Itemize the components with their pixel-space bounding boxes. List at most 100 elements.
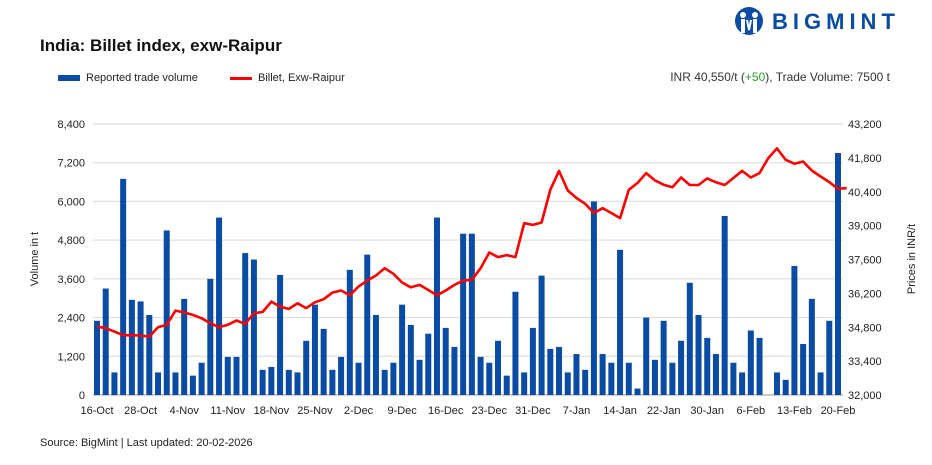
volume-bar (146, 314, 153, 395)
volume-bar (704, 337, 711, 395)
volume-bar (207, 278, 214, 395)
volume-bar (311, 304, 318, 395)
volume-bar (773, 372, 780, 395)
bigmint-logo: BIGMINT (734, 6, 900, 38)
volume-bar (172, 372, 179, 395)
volume-bar (521, 372, 528, 395)
volume-bar (364, 254, 371, 395)
volume-bar (590, 201, 597, 395)
volume-bar (155, 372, 162, 395)
volume-bar (826, 320, 833, 395)
x-tick: 16-Dec (428, 405, 464, 417)
x-tick: 4-Nov (170, 405, 200, 417)
volume-bar (800, 344, 807, 395)
volume-bar (538, 275, 545, 395)
volume-bar (599, 354, 606, 395)
price-line (96, 147, 847, 339)
x-tick: 9-Dec (387, 405, 417, 417)
volume-bar (338, 356, 345, 395)
volume-bar (233, 356, 240, 395)
y-left-tick: 6,000 (57, 196, 85, 208)
volume-bar (224, 356, 231, 395)
y-left-tick: 7,200 (57, 158, 85, 170)
volume-bar (390, 362, 397, 395)
volume-bar (512, 291, 519, 395)
volume-bar (782, 379, 789, 395)
volume-bar (608, 362, 615, 395)
y-right-tick: 36,200 (848, 288, 882, 300)
volume-bar (695, 314, 702, 395)
volume-bar (817, 372, 824, 395)
volume-bar (303, 340, 310, 395)
volume-bar (808, 298, 815, 395)
volume-bar (477, 356, 484, 395)
volume-bar (189, 375, 196, 395)
volume-bar (756, 337, 763, 395)
volume-bar (835, 153, 841, 395)
volume-bar (547, 348, 554, 395)
x-tick: 18-Nov (254, 405, 290, 417)
x-tick: 16-Oct (80, 405, 113, 417)
logo-text: BIGMINT (772, 9, 900, 34)
volume-bar (678, 340, 685, 395)
y-right-tick: 40,400 (848, 187, 882, 199)
summary-suffix: ), Trade Volume: 7500 t (765, 70, 890, 84)
x-tick: 31-Dec (515, 405, 551, 417)
volume-bar (433, 217, 440, 395)
y-left-label: Volume in t (29, 232, 41, 286)
volume-bar (137, 301, 144, 395)
x-tick: 30-Jan (690, 405, 724, 417)
x-tick: 20-Feb (821, 405, 856, 417)
volume-bar (285, 369, 292, 395)
x-tick: 7-Jan (563, 405, 591, 417)
volume-bar (503, 375, 510, 395)
volume-bar (128, 299, 135, 395)
volume-bar (495, 340, 502, 395)
volume-bar (294, 372, 301, 395)
volume-bar (407, 324, 414, 395)
volume-bar (111, 372, 118, 395)
legend-item-price: Billet, Exw-Raipur (230, 72, 345, 84)
y-left-tick: 1,200 (57, 351, 85, 363)
volume-bar (573, 354, 580, 395)
volume-bar (625, 362, 632, 395)
volume-bar (250, 259, 257, 395)
x-tick: 11-Nov (210, 405, 245, 417)
volume-bar (416, 359, 423, 395)
volume-bar (730, 362, 737, 395)
volume-bar (346, 269, 353, 395)
volume-bar (94, 320, 100, 395)
volume-bar (163, 230, 170, 395)
legend-swatch-line (230, 76, 252, 80)
summary-change: +50 (744, 70, 766, 84)
volume-bar (564, 372, 571, 395)
volume-bar (651, 359, 658, 395)
volume-bar (660, 320, 667, 395)
volume-bar (355, 362, 362, 395)
summary-prefix: INR 40,550/t ( (670, 70, 745, 84)
y-left-tick: 8,400 (57, 119, 85, 131)
y-right-tick: 41,800 (848, 153, 882, 165)
volume-bar (468, 233, 475, 395)
volume-bar (198, 362, 205, 395)
volume-bar (739, 372, 746, 395)
volume-bar (320, 328, 327, 395)
y-left-tick: 4,800 (57, 235, 85, 247)
x-tick: 6-Feb (736, 405, 765, 417)
volume-bar (259, 369, 266, 395)
volume-bar (442, 327, 449, 395)
x-tick: 28-Oct (124, 405, 157, 417)
x-tick: 13-Feb (777, 405, 812, 417)
chart-title: India: Billet index, exw-Raipur (40, 36, 282, 55)
y-right-label: Prices in INR/t (906, 224, 918, 294)
x-tick: 25-Nov (297, 405, 333, 417)
volume-bar (277, 274, 284, 395)
volume-bar (181, 298, 188, 395)
y-right-tick: 37,600 (848, 255, 882, 267)
volume-bar (634, 388, 641, 395)
volume-bar (617, 249, 624, 395)
volume-bar (268, 366, 275, 395)
x-tick: 14-Jan (603, 405, 637, 417)
source-note: Source: BigMint | Last updated: 20-02-20… (40, 437, 253, 449)
